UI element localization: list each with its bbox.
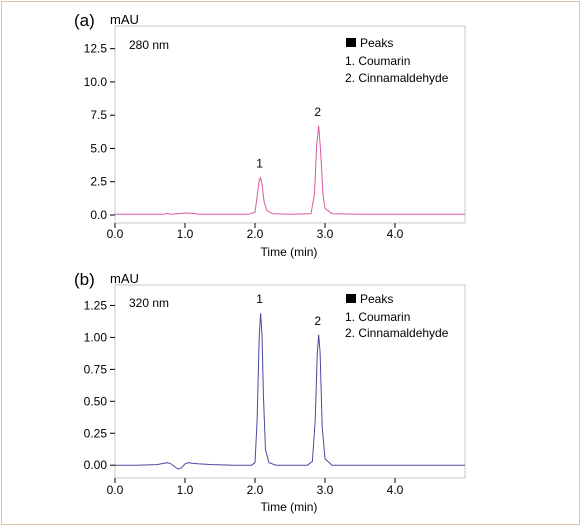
panel-b-x-tick-label: 4.0	[387, 483, 404, 497]
panel-a: (a) mAU 0.0 1.0 2.0 3.0 4.0 0.0 2.5 5.0 7.5 10.0 1…	[74, 11, 466, 259]
panel-a-y-tick-label: 12.5	[84, 42, 108, 56]
panel-b-x-tick-label: 2.0	[247, 483, 264, 497]
panel-b-y-tick-label: 0.25	[84, 426, 108, 440]
panel-b-y-tick-label: 1.25	[84, 298, 108, 312]
panel-a-y-unit: mAU	[110, 12, 139, 27]
panel-b-legend-title: Peaks	[360, 292, 393, 306]
panel-b-x-tick-label: 0.0	[107, 483, 124, 497]
panel-a-x-tick-label: 0.0	[107, 227, 124, 241]
panel-a-y-tick-label: 5.0	[90, 141, 107, 155]
panel-b-plot-frame	[114, 284, 466, 479]
panel-a-x-axis-title: Time (min)	[261, 245, 318, 259]
panel-a-plot-frame	[114, 25, 466, 224]
panel-a-peak-label: 1	[256, 157, 263, 171]
panel-b-y-tick-label: 0.50	[84, 394, 108, 408]
panel-a-peak-labels: 12	[256, 105, 321, 171]
panel-a-x-tick-label: 1.0	[177, 227, 194, 241]
panel-a-x-tick-label: 2.0	[247, 227, 264, 241]
panel-b-legend-marker	[346, 294, 356, 303]
panel-b-peak-labels: 12	[256, 292, 321, 328]
panel-b-y-tick-label: 0.75	[84, 362, 108, 376]
panel-a-legend-item-1: 1. Coumarin	[345, 54, 410, 68]
panel-a-label: (a)	[74, 11, 95, 30]
panel-b-x-axis-title: Time (min)	[261, 500, 318, 514]
panel-b-label: (b)	[74, 270, 95, 289]
panel-b-ticks: 0.0 1.0 2.0 3.0 4.0 0.00 0.25 0.50 0.75 1.00 1.25	[84, 298, 404, 497]
panel-b-wavelength: 320 nm	[129, 296, 169, 310]
panel-a-peak-label: 2	[314, 105, 321, 119]
panel-b-legend-item-1: 1. Coumarin	[345, 310, 410, 324]
panel-b-y-tick-label: 0.00	[84, 458, 108, 472]
panel-b-legend-item-2: 2. Cinnamaldehyde	[345, 326, 449, 340]
panel-a-trace	[115, 125, 465, 215]
panel-a-x-tick-label: 3.0	[317, 227, 334, 241]
panel-b-peak-label: 1	[256, 292, 263, 306]
panel-b-trace	[115, 313, 465, 470]
panel-a-y-tick-label: 0.0	[90, 208, 107, 222]
panel-a-y-tick-label: 10.0	[84, 75, 108, 89]
panel-a-legend: Peaks 1. Coumarin 2. Cinnamaldehyde	[345, 36, 449, 85]
panel-b-peak-label: 2	[314, 314, 321, 328]
panel-a-x-tick-label: 4.0	[387, 227, 404, 241]
panel-a-legend-item-2: 2. Cinnamaldehyde	[345, 71, 449, 85]
panel-b: (b) mAU 0.0 1.0 2.0 3.0 4.0 0.00 0.25 0.50 0.75 1…	[74, 270, 466, 514]
panel-b-y-unit: mAU	[110, 271, 139, 286]
panel-b-y-tick-label: 1.00	[84, 330, 108, 344]
panel-b-x-tick-label: 1.0	[177, 483, 194, 497]
panel-a-y-tick-label: 7.5	[90, 108, 107, 122]
panel-b-legend: Peaks 1. Coumarin 2. Cinnamaldehyde	[345, 292, 449, 340]
panel-a-legend-title: Peaks	[360, 36, 393, 50]
panel-a-ticks: 0.0 1.0 2.0 3.0 4.0 0.0 2.5 5.0 7.5 10.0 12.5	[84, 42, 404, 241]
panel-b-x-tick-label: 3.0	[317, 483, 334, 497]
panel-a-legend-marker	[346, 38, 356, 47]
panel-a-y-tick-label: 2.5	[90, 175, 107, 189]
panel-a-wavelength: 280 nm	[129, 38, 169, 52]
